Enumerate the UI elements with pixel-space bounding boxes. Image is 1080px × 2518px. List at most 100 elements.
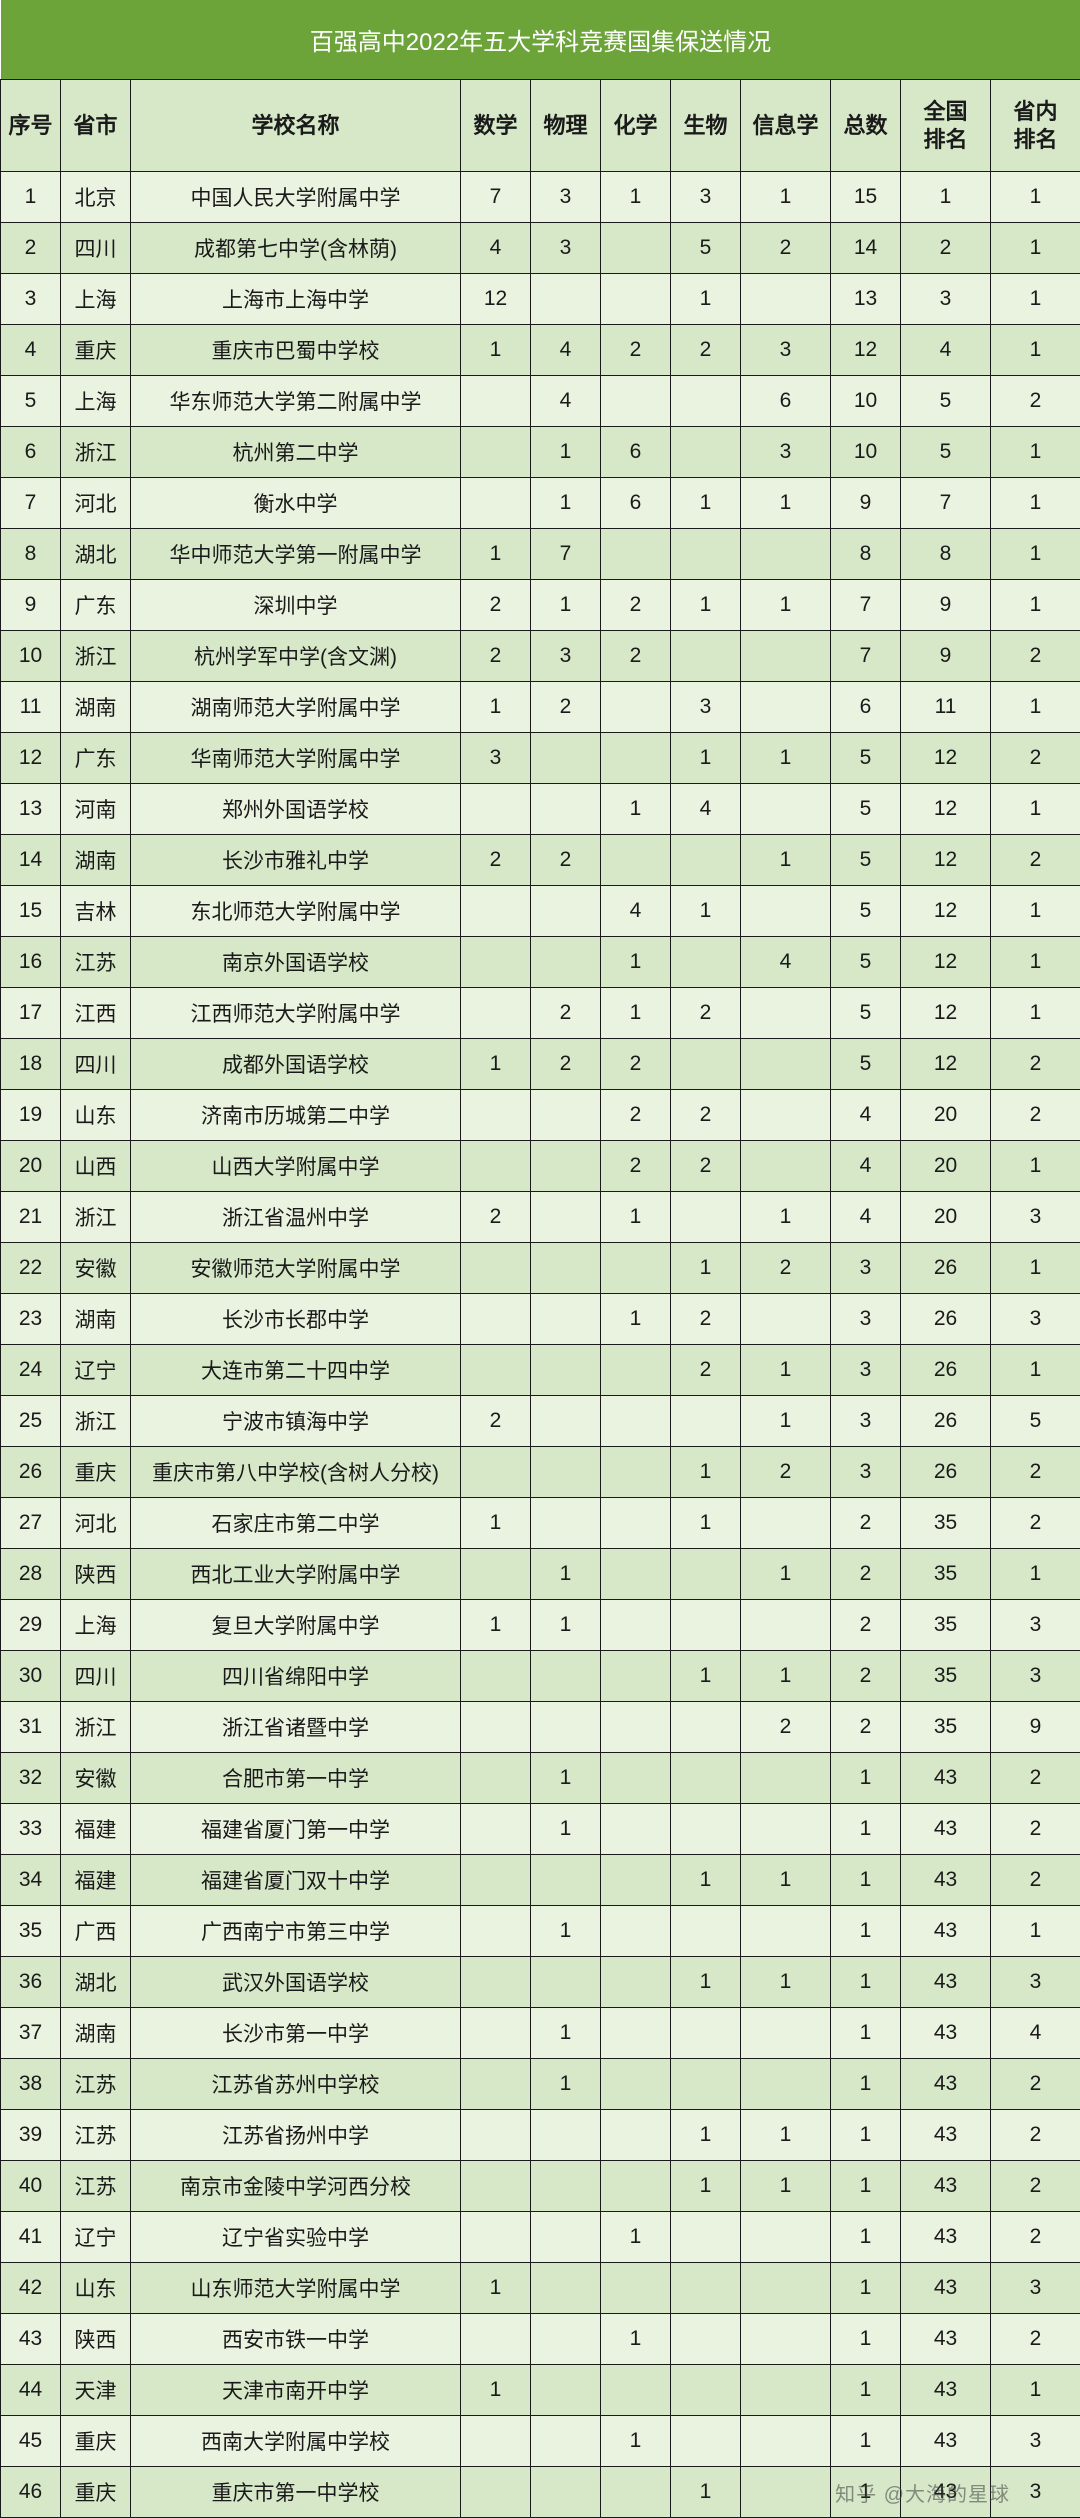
table-row: 19山东济南市历城第二中学224202 [1,1090,1080,1141]
table-cell: 1 [831,2263,901,2314]
table-cell: 20 [901,1090,991,1141]
table-cell: 2 [601,1141,671,1192]
table-cell: 7 [461,172,531,223]
table-cell: 3 [991,1957,1080,2008]
table-cell: 2 [671,1294,741,1345]
table-cell: 1 [991,784,1080,835]
table-cell [741,988,831,1039]
table-cell: 2 [601,1039,671,1090]
table-cell: 40 [1,2161,61,2212]
ranking-table: 百强高中2022年五大学科竞赛国集保送情况 序号省市学校名称数学物理化学生物信息… [0,0,1080,2518]
table-cell [741,274,831,325]
table-cell: 成都第七中学(含林荫) [131,223,461,274]
table-cell: 1 [671,886,741,937]
table-cell [671,2008,741,2059]
table-cell [601,2467,671,2518]
table-cell: 2 [601,631,671,682]
table-cell: 2 [991,1498,1080,1549]
table-cell [461,376,531,427]
table-cell: 2 [991,1039,1080,1090]
table-cell: 43 [901,2467,991,2518]
table-cell: 5 [831,937,901,988]
table-cell: 1 [991,1141,1080,1192]
table-cell: 重庆市第一中学校 [131,2467,461,2518]
table-cell [601,1702,671,1753]
table-cell: 8 [1,529,61,580]
table-cell [461,2161,531,2212]
table-cell [741,886,831,937]
table-cell: 3 [991,1192,1080,1243]
table-cell [671,2365,741,2416]
table-cell: 2 [991,2059,1080,2110]
table-cell: 43 [901,2416,991,2467]
table-cell [671,1039,741,1090]
table-cell [531,1396,601,1447]
table-cell [741,2008,831,2059]
table-row: 36湖北武汉外国语学校111433 [1,1957,1080,2008]
table-cell: 3 [901,274,991,325]
table-cell [461,1243,531,1294]
table-cell: 1 [531,1906,601,1957]
table-cell: 2 [531,1039,601,1090]
table-row: 35广西广西南宁市第三中学11431 [1,1906,1080,1957]
table-cell: 安徽 [61,1753,131,1804]
table-cell: 1 [531,1549,601,1600]
table-cell: 7 [901,478,991,529]
ranking-table-container: 百强高中2022年五大学科竞赛国集保送情况 序号省市学校名称数学物理化学生物信息… [0,0,1080,2518]
table-row: 18四川成都外国语学校1225122 [1,1039,1080,1090]
table-cell: 42 [1,2263,61,2314]
table-cell [601,223,671,274]
table-cell: 1 [741,1396,831,1447]
table-cell: 上海市上海中学 [131,274,461,325]
table-cell: 1 [671,1855,741,1906]
table-cell: 重庆 [61,1447,131,1498]
table-cell: 1 [831,2110,901,2161]
table-cell [461,2314,531,2365]
table-cell: 1 [831,2161,901,2212]
table-cell: 43 [901,1804,991,1855]
col-header: 总数 [831,80,901,172]
table-cell [531,1498,601,1549]
table-cell: 广西 [61,1906,131,1957]
table-cell [671,427,741,478]
table-row: 12广东华南师范大学附属中学3115122 [1,733,1080,784]
table-cell: 1 [461,325,531,376]
table-row: 11湖南湖南师范大学附属中学1236111 [1,682,1080,733]
table-cell: 43 [901,1957,991,2008]
table-cell [741,2416,831,2467]
table-cell: 1 [531,1804,601,1855]
table-cell: 1 [671,478,741,529]
table-cell: 36 [1,1957,61,2008]
table-cell [531,1192,601,1243]
table-cell: 5 [901,376,991,427]
table-body: 1北京中国人民大学附属中学7313115112四川成都第七中学(含林荫)4352… [1,172,1080,2518]
table-cell: 21 [1,1192,61,1243]
table-cell: 1 [991,886,1080,937]
table-row: 44天津天津市南开中学11431 [1,2365,1080,2416]
table-cell: 南京市金陵中学河西分校 [131,2161,461,2212]
table-cell [531,784,601,835]
table-cell: 河北 [61,478,131,529]
table-cell: 1 [671,733,741,784]
table-cell [741,2059,831,2110]
table-cell: 1 [671,274,741,325]
table-cell: 宁波市镇海中学 [131,1396,461,1447]
table-cell [461,1549,531,1600]
table-cell: 26 [901,1447,991,1498]
table-cell: 4 [531,376,601,427]
table-cell: 6 [1,427,61,478]
table-cell: 4 [901,325,991,376]
table-cell [461,1447,531,1498]
table-cell: 2 [531,988,601,1039]
table-cell [741,1141,831,1192]
table-cell: 重庆 [61,2467,131,2518]
table-cell: 1 [991,427,1080,478]
table-cell: 1 [991,172,1080,223]
table-cell: 1 [671,1498,741,1549]
table-cell: 35 [901,1549,991,1600]
table-cell: 12 [1,733,61,784]
table-cell: 江苏 [61,937,131,988]
table-cell [461,988,531,1039]
table-cell: 9 [991,1702,1080,1753]
table-cell: 15 [1,886,61,937]
